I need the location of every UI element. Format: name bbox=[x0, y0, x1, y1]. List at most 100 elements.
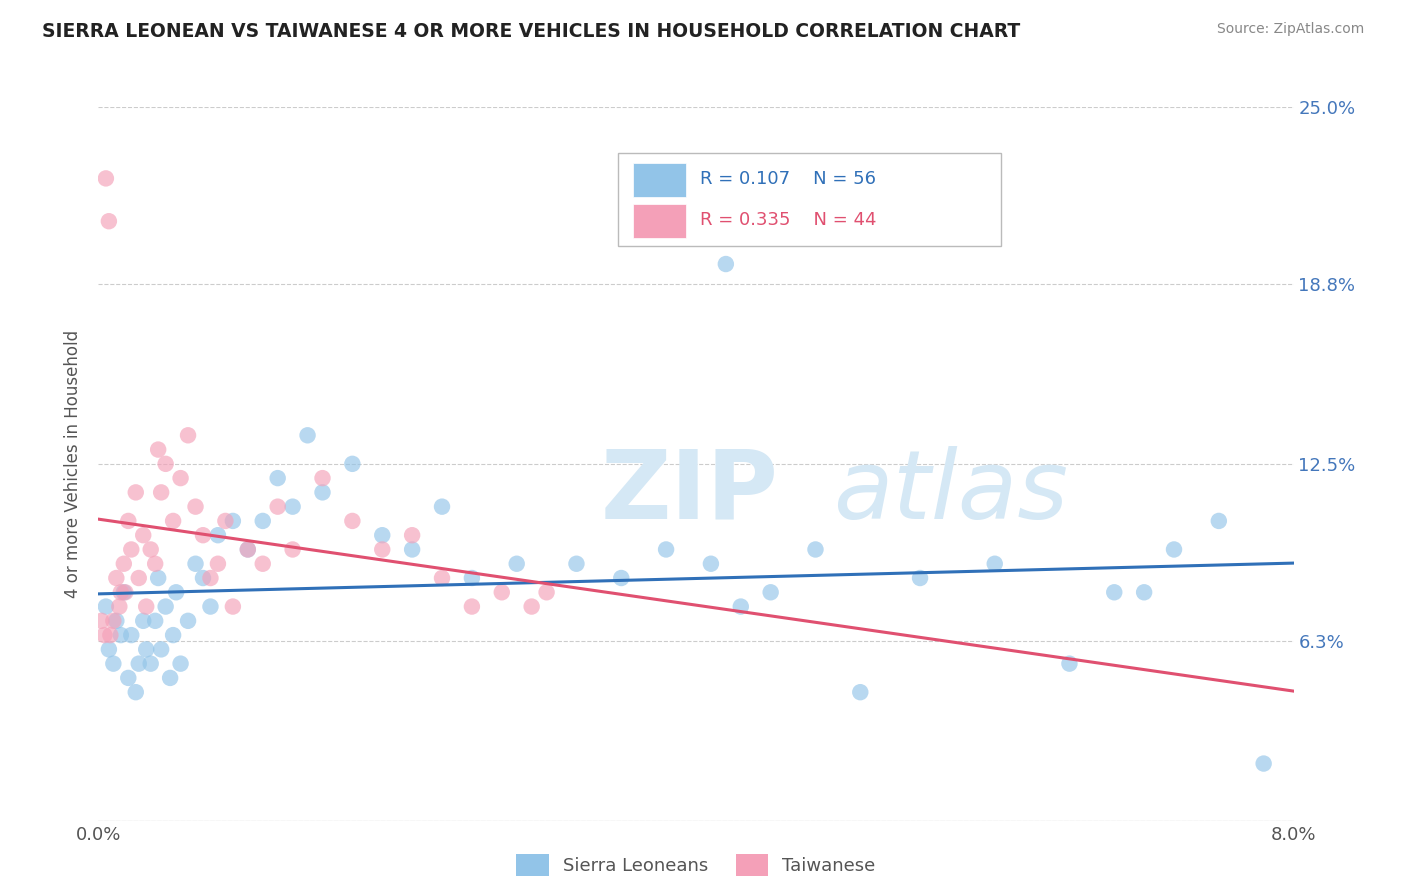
Point bbox=[139, 542, 162, 557]
Point bbox=[125, 485, 148, 500]
Point bbox=[177, 614, 200, 628]
Point bbox=[1253, 756, 1275, 771]
Point bbox=[401, 542, 423, 557]
Point bbox=[214, 514, 236, 528]
Point bbox=[610, 571, 633, 585]
Point bbox=[162, 514, 184, 528]
Point bbox=[655, 542, 678, 557]
Point bbox=[148, 571, 170, 585]
Point bbox=[430, 500, 453, 514]
Point bbox=[267, 500, 290, 514]
Text: atlas: atlas bbox=[834, 446, 1069, 539]
Point bbox=[191, 571, 214, 585]
Point bbox=[430, 571, 453, 585]
Point bbox=[114, 585, 136, 599]
Point bbox=[908, 571, 931, 585]
Point bbox=[93, 628, 115, 642]
Point bbox=[311, 471, 333, 485]
Point bbox=[128, 657, 150, 671]
Point bbox=[461, 571, 484, 585]
Point bbox=[165, 585, 187, 599]
Point bbox=[984, 557, 1007, 571]
Point bbox=[97, 642, 120, 657]
Point bbox=[1133, 585, 1156, 599]
Legend: Sierra Leoneans, Taiwanese: Sierra Leoneans, Taiwanese bbox=[509, 847, 883, 883]
Point bbox=[267, 471, 290, 485]
Point bbox=[236, 542, 259, 557]
Point bbox=[342, 514, 364, 528]
Point bbox=[94, 599, 117, 614]
Point bbox=[281, 542, 304, 557]
Point bbox=[730, 599, 752, 614]
Point bbox=[162, 628, 184, 642]
Point bbox=[105, 571, 128, 585]
Point bbox=[117, 514, 139, 528]
Point bbox=[143, 614, 166, 628]
Point bbox=[139, 657, 162, 671]
Point bbox=[700, 557, 723, 571]
Text: R = 0.107    N = 56: R = 0.107 N = 56 bbox=[700, 170, 876, 188]
Point bbox=[112, 585, 135, 599]
Point bbox=[236, 542, 259, 557]
Point bbox=[112, 557, 135, 571]
FancyBboxPatch shape bbox=[633, 163, 686, 197]
Point bbox=[252, 514, 274, 528]
FancyBboxPatch shape bbox=[633, 203, 686, 238]
Point bbox=[155, 599, 177, 614]
Point bbox=[150, 485, 173, 500]
Text: R = 0.335    N = 44: R = 0.335 N = 44 bbox=[700, 211, 876, 229]
Point bbox=[536, 585, 558, 599]
Point bbox=[461, 599, 484, 614]
FancyBboxPatch shape bbox=[619, 153, 1001, 246]
Point bbox=[103, 657, 125, 671]
Point bbox=[150, 642, 173, 657]
Point bbox=[135, 642, 157, 657]
Point bbox=[184, 500, 207, 514]
Point bbox=[105, 614, 128, 628]
Point bbox=[135, 599, 157, 614]
Point bbox=[371, 542, 394, 557]
Point bbox=[342, 457, 364, 471]
Point bbox=[401, 528, 423, 542]
Y-axis label: 4 or more Vehicles in Household: 4 or more Vehicles in Household bbox=[65, 330, 83, 598]
Point bbox=[143, 557, 166, 571]
Point bbox=[98, 628, 122, 642]
Point bbox=[169, 471, 191, 485]
Point bbox=[159, 671, 181, 685]
Point bbox=[110, 585, 132, 599]
Point bbox=[200, 571, 222, 585]
Point bbox=[804, 542, 827, 557]
Point bbox=[281, 500, 304, 514]
Point bbox=[1102, 585, 1125, 599]
Point bbox=[311, 485, 333, 500]
Point bbox=[759, 585, 782, 599]
Point bbox=[132, 528, 155, 542]
Point bbox=[132, 614, 155, 628]
Point bbox=[252, 557, 274, 571]
Point bbox=[148, 442, 170, 457]
Point bbox=[506, 557, 529, 571]
Text: SIERRA LEONEAN VS TAIWANESE 4 OR MORE VEHICLES IN HOUSEHOLD CORRELATION CHART: SIERRA LEONEAN VS TAIWANESE 4 OR MORE VE… bbox=[42, 22, 1021, 41]
Point bbox=[714, 257, 737, 271]
Point bbox=[184, 557, 207, 571]
Point bbox=[191, 528, 214, 542]
Point bbox=[155, 457, 177, 471]
Point bbox=[1059, 657, 1081, 671]
Point bbox=[222, 514, 245, 528]
Point bbox=[169, 657, 191, 671]
Point bbox=[207, 528, 229, 542]
Point bbox=[108, 599, 131, 614]
Point bbox=[128, 571, 150, 585]
Point bbox=[520, 599, 543, 614]
Point bbox=[177, 428, 200, 442]
Point bbox=[207, 557, 229, 571]
Point bbox=[849, 685, 872, 699]
Point bbox=[1208, 514, 1230, 528]
Point bbox=[565, 557, 588, 571]
Point bbox=[120, 542, 142, 557]
Point bbox=[222, 599, 245, 614]
Text: Source: ZipAtlas.com: Source: ZipAtlas.com bbox=[1216, 22, 1364, 37]
Point bbox=[200, 599, 222, 614]
Point bbox=[1163, 542, 1185, 557]
Point bbox=[94, 171, 117, 186]
